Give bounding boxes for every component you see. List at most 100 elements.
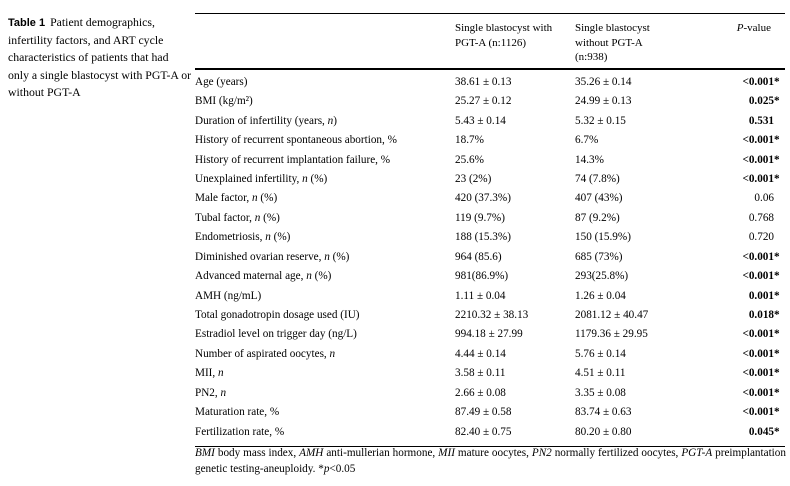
row-label: Maturation rate, % — [195, 406, 280, 419]
significance-asterisk: * — [774, 270, 780, 283]
cell-pgta-value: 38.61 ± 0.13 — [455, 75, 512, 88]
table-row: Endometriosis, n (%) 188 (15.3%) 150 (15.9… — [195, 228, 785, 247]
significance-asterisk: * — [774, 309, 780, 322]
pvalue-header-italic-p: P — [736, 22, 744, 34]
cell-p-value: <0.001* — [705, 151, 785, 170]
cell-no-pgta-value: 83.74 ± 0.63 — [575, 406, 632, 419]
p-value-number: <0.001 — [742, 134, 774, 147]
cell-p-value: <0.001* — [705, 384, 785, 403]
column-header-pgta: Single blastocyst with PGT-A (n:1126) — [455, 21, 575, 65]
data-table: Single blastocyst with PGT-A (n:1126) Si… — [195, 13, 785, 448]
cell-pgta-value: 420 (37.3%) — [455, 192, 511, 205]
p-value-number: <0.001 — [742, 270, 774, 283]
row-label: Number of aspirated oocytes, n — [195, 347, 336, 360]
p-value-number: <0.001 — [742, 172, 774, 185]
significance-asterisk: * — [774, 250, 780, 263]
significance-asterisk: * — [774, 425, 780, 438]
pvalue-header-rest: -value — [743, 22, 771, 34]
cell-pgta-value: 4.44 ± 0.14 — [455, 347, 506, 360]
table-row: Male factor, n (%) 420 (37.3%) 407 (43%) 0.… — [195, 189, 785, 208]
row-label: Male factor, n (%) — [195, 192, 278, 205]
significance-asterisk: * — [774, 328, 780, 341]
row-label: PN2, n — [195, 386, 227, 399]
row-label: Diminished ovarian reserve, n (%) — [195, 250, 350, 263]
p-value-number: 0.720 — [748, 231, 774, 244]
p-value-number: <0.001 — [742, 153, 774, 166]
significance-asterisk: * — [774, 406, 780, 419]
table-row: Estradiol level on trigger day (ng/L) 994… — [195, 325, 785, 344]
significance-asterisk: * — [774, 75, 780, 88]
table-header-row: Single blastocyst with PGT-A (n:1126) Si… — [195, 14, 785, 70]
row-label: History of recurrent implantation failur… — [195, 153, 391, 166]
table-row: Number of aspirated oocytes, n 4.44 ± 0.1… — [195, 345, 785, 364]
row-label: Endometriosis, n (%) — [195, 231, 291, 244]
p-value-number: 0.06 — [754, 192, 774, 205]
p-value-number: <0.001 — [742, 406, 774, 419]
table-row: Total gonadotropin dosage used (IU) 2210.… — [195, 306, 785, 325]
cell-p-value: <0.001* — [705, 325, 785, 344]
cell-pgta-value: 87.49 ± 0.58 — [455, 406, 512, 419]
cell-pgta-value: 5.43 ± 0.14 — [455, 114, 506, 127]
cell-no-pgta-value: 1179.36 ± 29.95 — [575, 328, 648, 341]
p-value-number: 0.001 — [748, 289, 774, 302]
table-row: Age (years) 38.61 ± 0.13 35.26 ± 0.14 <0.00… — [195, 73, 785, 92]
table-row: Tubal factor, n (%) 119 (9.7%) 87 (9.2%) 0.… — [195, 209, 785, 228]
table-row: BMI (kg/m²) 25.27 ± 0.12 24.99 ± 0.13 0.025… — [195, 92, 785, 111]
table-row: Advanced maternal age, n (%) 981(86.9%) 29… — [195, 267, 785, 286]
cell-no-pgta-value: 5.32 ± 0.15 — [575, 114, 626, 127]
row-label: MII, n — [195, 367, 224, 380]
p-value-number: 0.018 — [748, 309, 774, 322]
cell-pgta-value: 25.27 ± 0.12 — [455, 95, 512, 108]
column-header-no-pgta: Single blastocyst without PGT-A (n:938) — [575, 21, 705, 65]
table-row: PN2, n 2.66 ± 0.08 3.35 ± 0.08 <0.001* — [195, 384, 785, 403]
table-caption-label: Table 1 — [8, 17, 46, 29]
cell-no-pgta-value: 80.20 ± 0.80 — [575, 425, 632, 438]
cell-p-value: <0.001* — [705, 73, 785, 92]
p-value-number: <0.001 — [742, 347, 774, 360]
column-header-pvalue: P-value — [705, 21, 785, 65]
column-header-pgta-label: Single blastocyst with PGT-A (n:1126) — [455, 22, 553, 49]
cell-p-value: 0.720 — [705, 228, 785, 247]
cell-p-value: 0.768 — [705, 209, 785, 228]
cell-pgta-value: 82.40 ± 0.75 — [455, 425, 512, 438]
cell-no-pgta-value: 5.76 ± 0.14 — [575, 347, 626, 360]
column-header-no-pgta-label: Single blastocyst without PGT-A (n:938) — [575, 22, 650, 64]
row-label: History of recurrent spontaneous abortio… — [195, 134, 397, 147]
row-label: Unexplained infertility, n (%) — [195, 172, 328, 185]
cell-no-pgta-value: 407 (43%) — [575, 192, 623, 205]
row-label: Advanced maternal age, n (%) — [195, 270, 332, 283]
cell-p-value: 0.001* — [705, 287, 785, 306]
cell-pgta-value: 964 (85.6) — [455, 250, 502, 263]
cell-no-pgta-value: 293(25.8%) — [575, 270, 629, 283]
p-value-number: <0.001 — [742, 328, 774, 341]
table-row: MII, n 3.58 ± 0.11 4.51 ± 0.11 <0.001* — [195, 364, 785, 383]
cell-pgta-value: 994.18 ± 27.99 — [455, 328, 523, 341]
p-value-number: <0.001 — [742, 386, 774, 399]
table-caption-text: Patient demographics, infertility factor… — [8, 15, 192, 99]
cell-no-pgta-value: 14.3% — [575, 153, 604, 166]
significance-asterisk: * — [774, 172, 780, 185]
significance-asterisk: * — [774, 95, 780, 108]
cell-no-pgta-value: 24.99 ± 0.13 — [575, 95, 632, 108]
cell-p-value: <0.001* — [705, 403, 785, 422]
cell-no-pgta-value: 3.35 ± 0.08 — [575, 386, 626, 399]
table-row: Unexplained infertility, n (%) 23 (2%) 74 … — [195, 170, 785, 189]
column-header-empty — [195, 21, 455, 65]
cell-no-pgta-value: 2081.12 ± 40.47 — [575, 309, 649, 322]
significance-asterisk: * — [774, 289, 780, 302]
cell-p-value: 0.018* — [705, 306, 785, 325]
cell-no-pgta-value: 35.26 ± 0.14 — [575, 75, 632, 88]
table-row: Maturation rate, % 87.49 ± 0.58 83.74 ± 0.… — [195, 403, 785, 422]
significance-asterisk: * — [774, 347, 780, 360]
cell-pgta-value: 188 (15.3%) — [455, 231, 511, 244]
row-label: AMH (ng/mL) — [195, 289, 262, 302]
row-label: Tubal factor, n (%) — [195, 211, 280, 224]
table-row: Duration of infertility (years, n) 5.43 ±… — [195, 112, 785, 131]
cell-p-value: 0.025* — [705, 92, 785, 111]
table-row: Fertilization rate, % 82.40 ± 0.75 80.20 ±… — [195, 423, 785, 442]
cell-pgta-value: 1.11 ± 0.04 — [455, 289, 506, 302]
p-value-number: <0.001 — [742, 75, 774, 88]
row-label: Duration of infertility (years, n) — [195, 114, 337, 127]
p-value-number: <0.001 — [742, 367, 774, 380]
p-value-number: 0.768 — [748, 211, 774, 224]
